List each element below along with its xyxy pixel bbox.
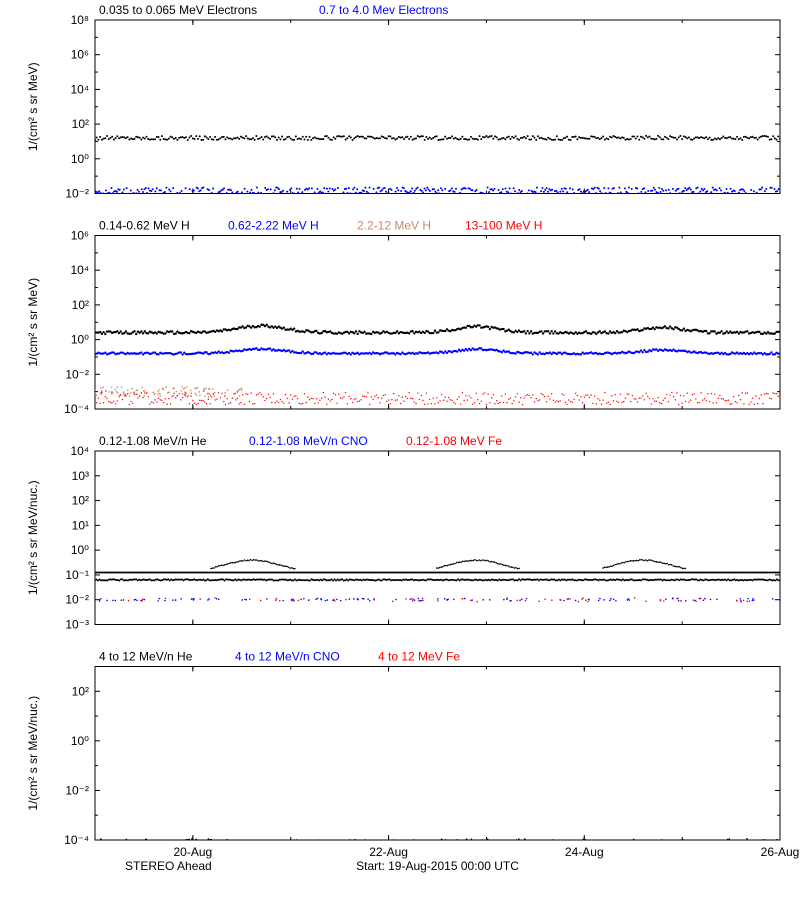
- svg-text:0.12-1.08 MeV/n He: 0.12-1.08 MeV/n He: [99, 434, 207, 448]
- svg-text:10²: 10²: [72, 684, 89, 698]
- svg-text:10⁴: 10⁴: [70, 82, 89, 96]
- panel-3: 10⁻⁴ 10⁻² 10⁰ 10² 1/(cm² s sr MeV/nuc.) 20-Au…: [26, 650, 799, 860]
- svg-text:2.2-12 MeV H: 2.2-12 MeV H: [357, 219, 431, 233]
- svg-text:10⁰: 10⁰: [71, 152, 89, 166]
- footer-left: STEREO Ahead: [125, 859, 212, 873]
- svg-text:10⁸: 10⁸: [71, 13, 89, 27]
- svg-text:0.12-1.08 MeV/n CNO: 0.12-1.08 MeV/n CNO: [249, 434, 368, 448]
- svg-text:10⁴: 10⁴: [70, 263, 89, 277]
- chart-container: 10⁻² 10⁰ 10² 10⁴ 10⁶ 10⁸ 1/(cm² s sr MeV) 0.035…: [0, 0, 800, 900]
- svg-text:0.12-1.08 MeV Fe: 0.12-1.08 MeV Fe: [406, 434, 502, 448]
- svg-text:22-Aug: 22-Aug: [369, 845, 408, 859]
- svg-text:24-Aug: 24-Aug: [565, 845, 604, 859]
- svg-text:13-100 MeV H: 13-100 MeV H: [465, 219, 542, 233]
- svg-text:10⁰: 10⁰: [71, 734, 89, 748]
- svg-text:10⁶: 10⁶: [71, 229, 89, 243]
- svg-text:10⁻⁴: 10⁻⁴: [64, 833, 89, 847]
- svg-text:20-Aug: 20-Aug: [174, 845, 213, 859]
- svg-text:10⁻²: 10⁻²: [65, 593, 89, 607]
- svg-text:0.14-0.62 MeV H: 0.14-0.62 MeV H: [99, 219, 190, 233]
- svg-text:26-Aug: 26-Aug: [761, 845, 800, 859]
- svg-text:1/(cm² s sr MeV): 1/(cm² s sr MeV): [26, 278, 40, 367]
- svg-text:4 to 12 MeV/n He: 4 to 12 MeV/n He: [99, 650, 193, 664]
- panel-2: 10⁻³ 10⁻² 10⁻¹ 10⁰ 10¹ 10² 10³ 10⁴ 1/(cm² s sr M…: [26, 434, 781, 632]
- svg-text:1/(cm² s sr MeV/nuc.): 1/(cm² s sr MeV/nuc.): [26, 696, 40, 811]
- svg-text:10⁻²: 10⁻²: [65, 367, 89, 381]
- svg-text:10²: 10²: [72, 117, 89, 131]
- svg-text:0.7 to 4.0 Mev Electrons: 0.7 to 4.0 Mev Electrons: [319, 3, 448, 17]
- svg-text:0.62-2.22 MeV H: 0.62-2.22 MeV H: [228, 219, 319, 233]
- svg-text:10³: 10³: [72, 469, 89, 483]
- svg-text:10⁰: 10⁰: [71, 543, 89, 557]
- svg-text:10⁰: 10⁰: [71, 333, 89, 347]
- panel-0: 10⁻² 10⁰ 10² 10⁴ 10⁶ 10⁸ 1/(cm² s sr MeV) 0.035…: [26, 3, 781, 201]
- svg-text:4 to 12 MeV Fe: 4 to 12 MeV Fe: [378, 650, 460, 664]
- svg-text:4 to 12 MeV/n CNO: 4 to 12 MeV/n CNO: [235, 650, 340, 664]
- svg-text:10⁻²: 10⁻²: [65, 187, 89, 201]
- svg-text:10⁴: 10⁴: [70, 444, 89, 458]
- svg-text:10⁻¹: 10⁻¹: [65, 568, 89, 582]
- svg-text:10⁻²: 10⁻²: [65, 783, 89, 797]
- footer-center: Start: 19-Aug-2015 00:00 UTC: [356, 859, 519, 873]
- svg-text:10⁻³: 10⁻³: [65, 618, 89, 632]
- svg-text:10²: 10²: [72, 494, 89, 508]
- svg-text:10²: 10²: [72, 298, 89, 312]
- chart-svg: 10⁻² 10⁰ 10² 10⁴ 10⁶ 10⁸ 1/(cm² s sr MeV) 0.035…: [0, 0, 800, 900]
- panel-1: 10⁻⁴ 10⁻² 10⁰ 10² 10⁴ 10⁶ 1/(cm² s sr MeV) 0.14…: [26, 219, 781, 417]
- svg-text:1/(cm² s sr MeV/nuc.): 1/(cm² s sr MeV/nuc.): [26, 480, 40, 595]
- svg-text:10⁻⁴: 10⁻⁴: [64, 402, 89, 416]
- svg-text:1/(cm² s sr MeV): 1/(cm² s sr MeV): [26, 62, 40, 151]
- svg-text:10¹: 10¹: [72, 518, 89, 532]
- svg-text:0.035 to 0.065 MeV Electrons: 0.035 to 0.065 MeV Electrons: [99, 3, 257, 17]
- svg-text:10⁶: 10⁶: [71, 48, 89, 62]
